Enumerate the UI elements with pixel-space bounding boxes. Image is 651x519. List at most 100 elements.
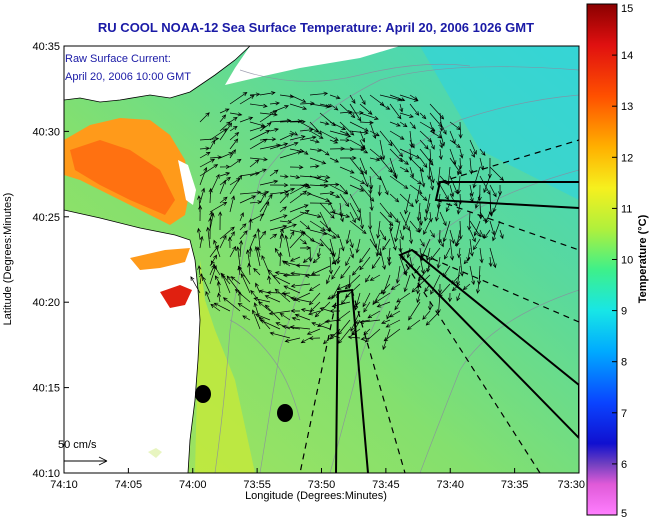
current-vector xyxy=(294,313,311,321)
current-vector xyxy=(404,193,411,215)
current-vector xyxy=(283,285,301,294)
current-vector xyxy=(229,195,236,213)
current-vector xyxy=(372,292,381,306)
current-vector xyxy=(483,229,491,239)
current-vector xyxy=(229,91,248,105)
current-vector xyxy=(387,256,392,266)
current-vector xyxy=(242,315,251,321)
current-vector xyxy=(489,166,504,181)
current-vector xyxy=(479,157,485,171)
current-vector xyxy=(449,238,455,261)
current-vector xyxy=(289,183,309,195)
current-vector xyxy=(308,292,321,306)
current-vector xyxy=(473,220,481,237)
current-vector xyxy=(429,139,435,150)
corridor-upper xyxy=(434,181,579,209)
current-vector xyxy=(229,174,243,195)
current-vector xyxy=(259,122,272,132)
current-vector xyxy=(329,121,347,130)
current-vector xyxy=(429,103,445,120)
current-vector xyxy=(395,265,401,284)
current-vector xyxy=(279,119,303,124)
current-vector xyxy=(239,195,257,204)
current-vector xyxy=(475,274,481,294)
current-vector xyxy=(394,301,401,311)
current-vector xyxy=(402,211,411,231)
current-vector xyxy=(210,303,221,312)
shrewsbury-river xyxy=(130,248,190,270)
current-vector xyxy=(359,319,381,325)
current-vector xyxy=(469,139,477,155)
current-vector xyxy=(295,263,311,268)
current-vector xyxy=(417,265,431,282)
x-axis-label: Longitude (Degrees:Minutes) xyxy=(245,490,387,502)
current-vector xyxy=(259,137,277,142)
current-vector xyxy=(304,273,321,278)
current-vector xyxy=(414,184,421,204)
current-vector xyxy=(396,292,411,303)
current-vector xyxy=(312,256,321,264)
current-vector xyxy=(205,290,211,303)
current-vector xyxy=(314,301,331,318)
current-vector xyxy=(229,131,240,141)
current-vector xyxy=(349,220,367,234)
current-vector xyxy=(208,187,213,204)
current-vector xyxy=(363,301,371,313)
current-vector xyxy=(454,238,461,247)
current-vector xyxy=(234,288,251,303)
current-vector xyxy=(309,157,327,165)
x-tick-label: 74:00 xyxy=(179,479,207,491)
river-hotspot xyxy=(160,285,192,308)
current-vector xyxy=(269,183,289,188)
current-vector xyxy=(269,105,289,114)
current-vector xyxy=(359,211,365,230)
current-vector xyxy=(369,157,381,162)
current-vector xyxy=(379,157,393,173)
current-vector xyxy=(222,297,241,312)
current-vector xyxy=(439,130,446,147)
current-vector xyxy=(439,238,444,248)
current-vector xyxy=(199,166,208,186)
current-vector xyxy=(399,148,421,159)
inset-current-label: Raw Surface Current: xyxy=(65,53,171,65)
current-vector xyxy=(269,127,279,132)
current-vector xyxy=(209,128,228,141)
current-vector xyxy=(479,148,486,156)
current-vector xyxy=(229,158,242,168)
current-vector xyxy=(349,211,356,224)
current-vector xyxy=(429,166,435,184)
current-vector xyxy=(299,148,309,155)
current-vector xyxy=(456,166,461,176)
current-vector xyxy=(339,103,356,119)
current-vector xyxy=(340,155,357,161)
current-vector xyxy=(256,246,261,258)
current-vector xyxy=(291,316,301,321)
current-vector xyxy=(213,302,231,312)
current-vector xyxy=(319,307,331,312)
current-vector xyxy=(199,136,220,141)
colorbar-tick-label: 5 xyxy=(621,508,627,519)
disposal-corridors xyxy=(299,139,579,473)
current-vector xyxy=(369,193,374,212)
colorbar: 15 14 13 12 11 10 9 8 7 6 5 Temperature (°C) xyxy=(586,3,649,519)
coastline xyxy=(64,209,201,473)
current-vector xyxy=(409,184,423,194)
current-vector xyxy=(349,157,364,176)
current-vector xyxy=(349,184,365,192)
current-vector xyxy=(428,211,433,223)
current-vector xyxy=(367,310,381,319)
map-title: RU COOL NOAA-12 Sea Surface Temperature:… xyxy=(98,20,534,35)
current-vector xyxy=(416,202,421,222)
colorbar-tick-label: 12 xyxy=(621,152,633,164)
current-vector xyxy=(319,190,335,196)
marker-dot xyxy=(277,404,293,422)
corridor-south xyxy=(335,288,369,473)
current-vector xyxy=(268,310,291,316)
current-vector xyxy=(379,202,393,219)
current-vector xyxy=(427,302,433,311)
current-vector xyxy=(329,103,339,111)
current-vector xyxy=(259,193,273,213)
current-vector xyxy=(199,112,210,123)
current-vector xyxy=(409,103,420,116)
current-vector xyxy=(434,202,441,222)
